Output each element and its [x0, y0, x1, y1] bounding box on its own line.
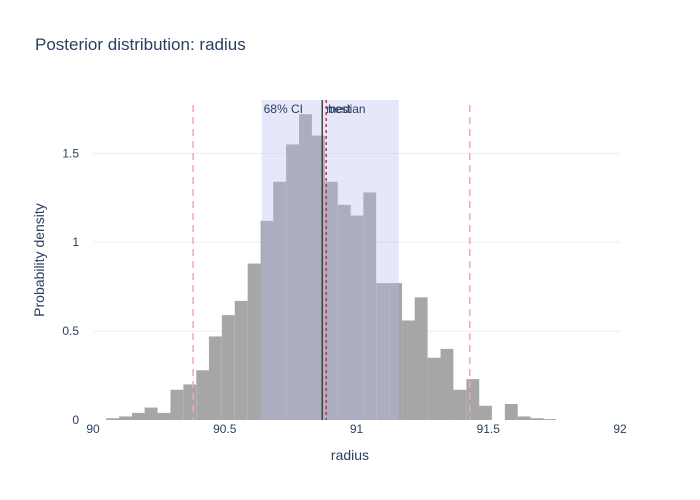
histogram-bar [363, 192, 377, 420]
histogram-bar [247, 263, 261, 420]
histogram-bar [324, 181, 338, 420]
histogram-bar [479, 405, 492, 420]
histogram-bar [530, 418, 544, 420]
ci-band [261, 100, 399, 420]
histogram-bar [504, 404, 518, 420]
x-tick-label: 90.5 [213, 422, 237, 436]
histogram-bar [144, 407, 158, 420]
y-tick-label: 1.5 [62, 146, 79, 160]
x-tick-label: 92 [613, 422, 627, 436]
histogram-bars [106, 114, 557, 421]
histogram-bar [414, 297, 428, 420]
histogram-bar [183, 384, 197, 420]
axis-ticks: 0 0.5 1 1.5 90 90.5 91 91.5 92 [62, 146, 627, 436]
histogram-bar [453, 389, 467, 420]
histogram-bar [157, 412, 171, 420]
histogram-bar [389, 283, 403, 420]
y-tick-label: 1 [72, 235, 79, 249]
x-tick-label: 90 [86, 422, 100, 436]
histogram-bar [286, 144, 300, 420]
histogram-bar [466, 379, 480, 420]
histogram-bar [119, 416, 132, 420]
histogram-bar [234, 300, 248, 420]
histogram-bar [170, 389, 184, 420]
histogram-bar [106, 418, 120, 420]
ci-band-layer [261, 100, 399, 420]
x-tick-label: 91 [350, 422, 364, 436]
histogram-bar [517, 416, 531, 420]
histogram-bar [427, 357, 441, 420]
histogram-bar [273, 181, 287, 420]
histogram-bar [299, 114, 312, 420]
ci-annotation: 68% CI [264, 102, 303, 116]
histogram-bar [337, 204, 351, 420]
histogram-bar [402, 320, 415, 420]
histogram-bar [131, 412, 145, 420]
median-annotation: median [326, 102, 365, 116]
y-tick-label: 0 [72, 413, 79, 427]
best-annotation: best [328, 102, 351, 116]
reference-lines [192, 100, 471, 420]
x-axis-label: radius [331, 447, 369, 463]
histogram-bar [376, 283, 390, 420]
histogram-bar [350, 215, 364, 420]
x-tick-label: 91.5 [477, 422, 501, 436]
y-tick-label: 0.5 [62, 324, 79, 338]
histogram-bar [196, 370, 210, 420]
chart-title: Posterior distribution: radius [35, 35, 246, 54]
histogram-bar [221, 315, 235, 420]
histogram-bar [543, 419, 557, 420]
histogram-bar [260, 220, 274, 420]
histogram-bar [208, 336, 222, 420]
histogram-bar [440, 348, 454, 420]
y-axis-label: Probability density [31, 203, 47, 317]
